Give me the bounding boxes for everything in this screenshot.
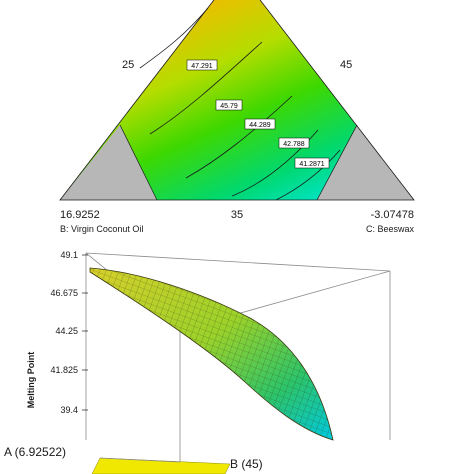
z-tick-1: 49.1 xyxy=(60,250,78,260)
axis-name-b: B: Virgin Coconut Oil xyxy=(60,224,143,234)
contour-tag-box-1 xyxy=(186,59,218,71)
constraint-line-left xyxy=(119,124,158,201)
contour-tag-box-2 xyxy=(215,99,243,111)
corner-label-b: B (45) xyxy=(230,457,263,471)
excluded-region-left xyxy=(60,125,157,200)
box-floor-edge xyxy=(99,457,181,463)
side-tick-left: 25 xyxy=(122,59,134,71)
contour-level-2: 45.79 xyxy=(220,103,238,110)
contour-line-5 xyxy=(275,149,341,201)
vertex-value-left: 16.9252 xyxy=(60,209,100,221)
ternary-outline xyxy=(59,0,415,201)
axis-name-c: C: Beeswax xyxy=(366,224,415,234)
contour-tag-box-4 xyxy=(278,137,310,149)
side-tick-right: 45 xyxy=(340,59,352,71)
contour-level-5: 41.2871 xyxy=(299,161,324,168)
contour-level-4: 42.788 xyxy=(283,141,305,148)
contour-line-1 xyxy=(139,7,209,69)
z-tick-2: 46.675 xyxy=(50,288,78,298)
contour-level-3: 44.289 xyxy=(249,122,271,129)
z-axis-label: Melting Point xyxy=(26,352,36,409)
contour-tag-box-3 xyxy=(244,118,276,130)
vertex-value-middle: 35 xyxy=(231,209,243,221)
z-tick-4: 41.825 xyxy=(50,365,78,375)
contour-line-3 xyxy=(185,95,293,179)
z-tick-3: 44.25 xyxy=(55,326,78,336)
excluded-region-right xyxy=(317,125,414,200)
floor-strip xyxy=(91,457,231,474)
contour-tag-box-5 xyxy=(294,157,330,169)
z-tick-5: 39.4 xyxy=(60,405,78,415)
contour-level-1: 47.291 xyxy=(191,63,213,70)
surface-mesh xyxy=(90,268,333,440)
box-top-edge xyxy=(85,252,391,272)
vertex-value-right: -3.07478 xyxy=(371,209,414,221)
corner-label-a: A (6.92522) xyxy=(4,445,66,459)
surface-plot: 49.1 46.675 44.25 41.825 39.4 Melting Po… xyxy=(4,250,391,474)
contour-line-2 xyxy=(149,41,263,135)
constraint-line-right xyxy=(316,124,358,201)
ternary-contour-plot: 47.291 45.79 44.289 42.788 41.2871 25 45… xyxy=(59,0,415,234)
